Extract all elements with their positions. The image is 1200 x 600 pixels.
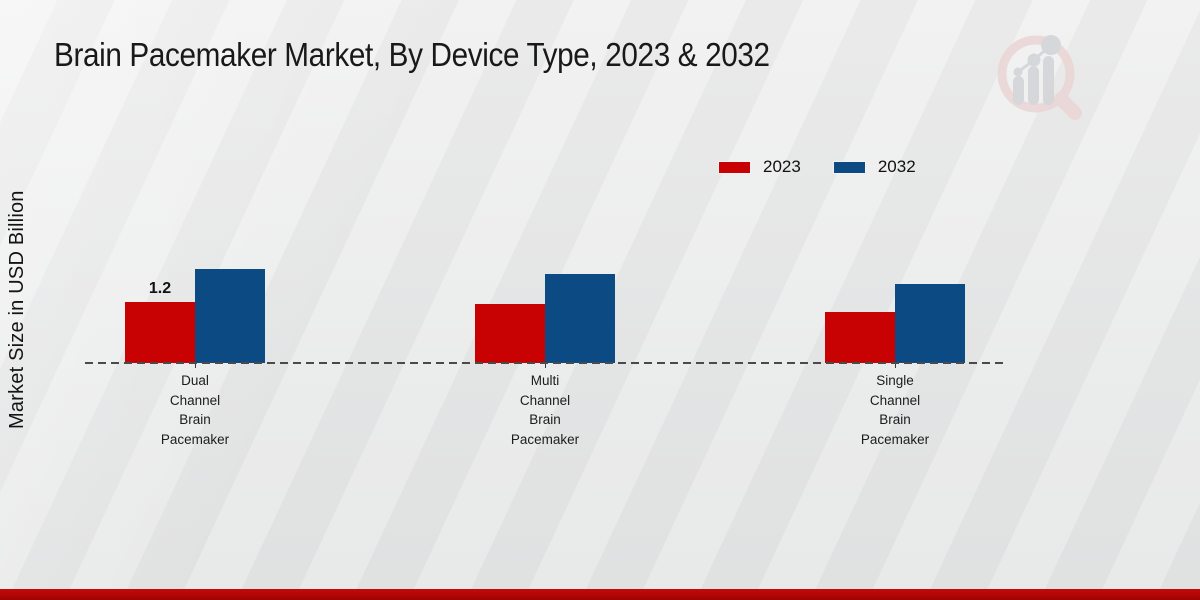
category-label: Multi Channel Brain Pacemaker — [510, 373, 580, 447]
legend-item-2023: 2023 — [718, 157, 801, 177]
legend-label-2023: 2023 — [763, 157, 801, 176]
legend: 2023 2032 — [718, 157, 916, 177]
bar-2032-category-2 — [895, 284, 965, 363]
x-axis-tick — [195, 363, 196, 368]
x-axis-tick — [545, 363, 546, 368]
bar-2032-category-1 — [545, 274, 615, 363]
x-axis-tick — [895, 363, 896, 368]
bar-2023-category-0 — [125, 302, 195, 363]
bottom-accent-bar — [0, 589, 1200, 600]
bar-2032-category-0 — [195, 269, 265, 363]
category-label: Dual Channel Brain Pacemaker — [160, 373, 230, 447]
x-axis-baseline — [85, 362, 1005, 364]
bar-value-label: 1.2 — [148, 280, 172, 297]
legend-swatch-2023 — [718, 160, 751, 174]
legend-label-2032: 2032 — [877, 157, 916, 176]
legend-swatch-2032 — [832, 160, 866, 174]
bar-2023-category-2 — [825, 312, 895, 363]
category-label: Single Channel Brain Pacemaker — [860, 373, 930, 447]
bar-2023-category-1 — [475, 304, 545, 363]
legend-item-2032: 2032 — [832, 157, 916, 177]
chart-title: Brain Pacemaker Market, By Device Type, … — [54, 36, 770, 73]
magnifier-bar-chart-logo-icon — [997, 35, 1082, 120]
